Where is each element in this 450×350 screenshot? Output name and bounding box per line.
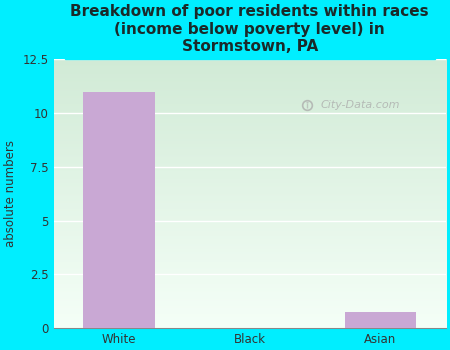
Y-axis label: absolute numbers: absolute numbers (4, 140, 17, 247)
Text: City-Data.com: City-Data.com (320, 100, 400, 110)
Bar (345, 312, 416, 328)
Title: Breakdown of poor residents within races
(income below poverty level) in
Stormst: Breakdown of poor residents within races… (71, 4, 429, 54)
Bar (83, 92, 155, 328)
